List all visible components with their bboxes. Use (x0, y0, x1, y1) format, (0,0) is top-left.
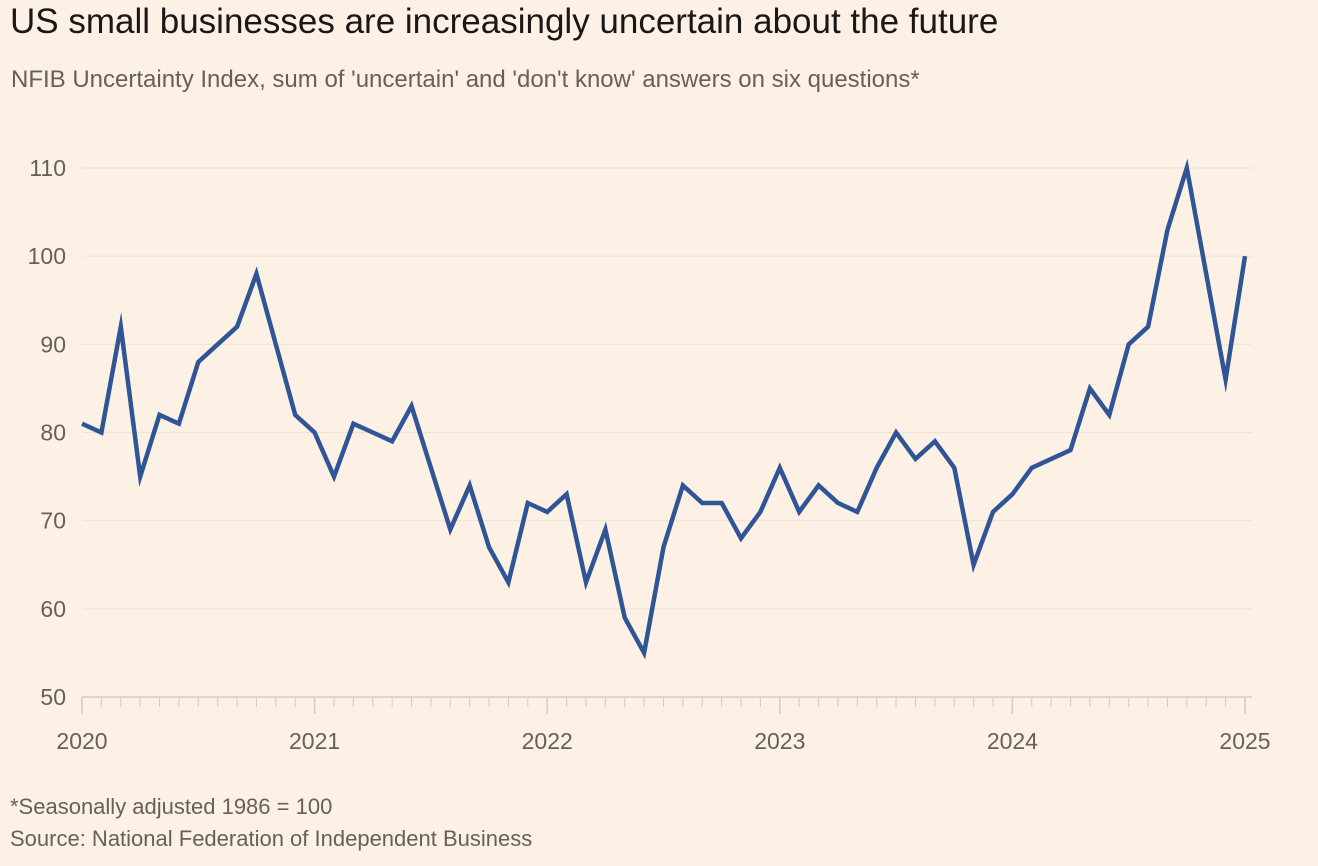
chart-footnote: *Seasonally adjusted 1986 = 100 (10, 794, 333, 819)
x-tick-label: 2022 (522, 728, 573, 754)
y-tick-label: 80 (40, 420, 66, 446)
x-tick-label: 2025 (1219, 728, 1270, 754)
x-tick-label: 2024 (987, 728, 1038, 754)
y-tick-label: 50 (40, 684, 66, 710)
chart-subtitle: NFIB Uncertainty Index, sum of 'uncertai… (11, 66, 920, 93)
y-tick-label: 100 (28, 243, 66, 269)
x-tick-label: 2021 (289, 728, 340, 754)
y-tick-label: 70 (40, 508, 66, 534)
series-line (81, 158, 1248, 660)
y-tick-label: 110 (29, 155, 66, 181)
y-tick-label: 60 (40, 596, 66, 622)
y-tick-label: 90 (40, 331, 66, 357)
chart-source: Source: National Federation of Independe… (10, 826, 533, 851)
x-tick-label: 2023 (754, 728, 805, 754)
chart-title: US small businesses are increasingly unc… (10, 2, 999, 41)
x-tick-label: 2020 (56, 728, 107, 754)
